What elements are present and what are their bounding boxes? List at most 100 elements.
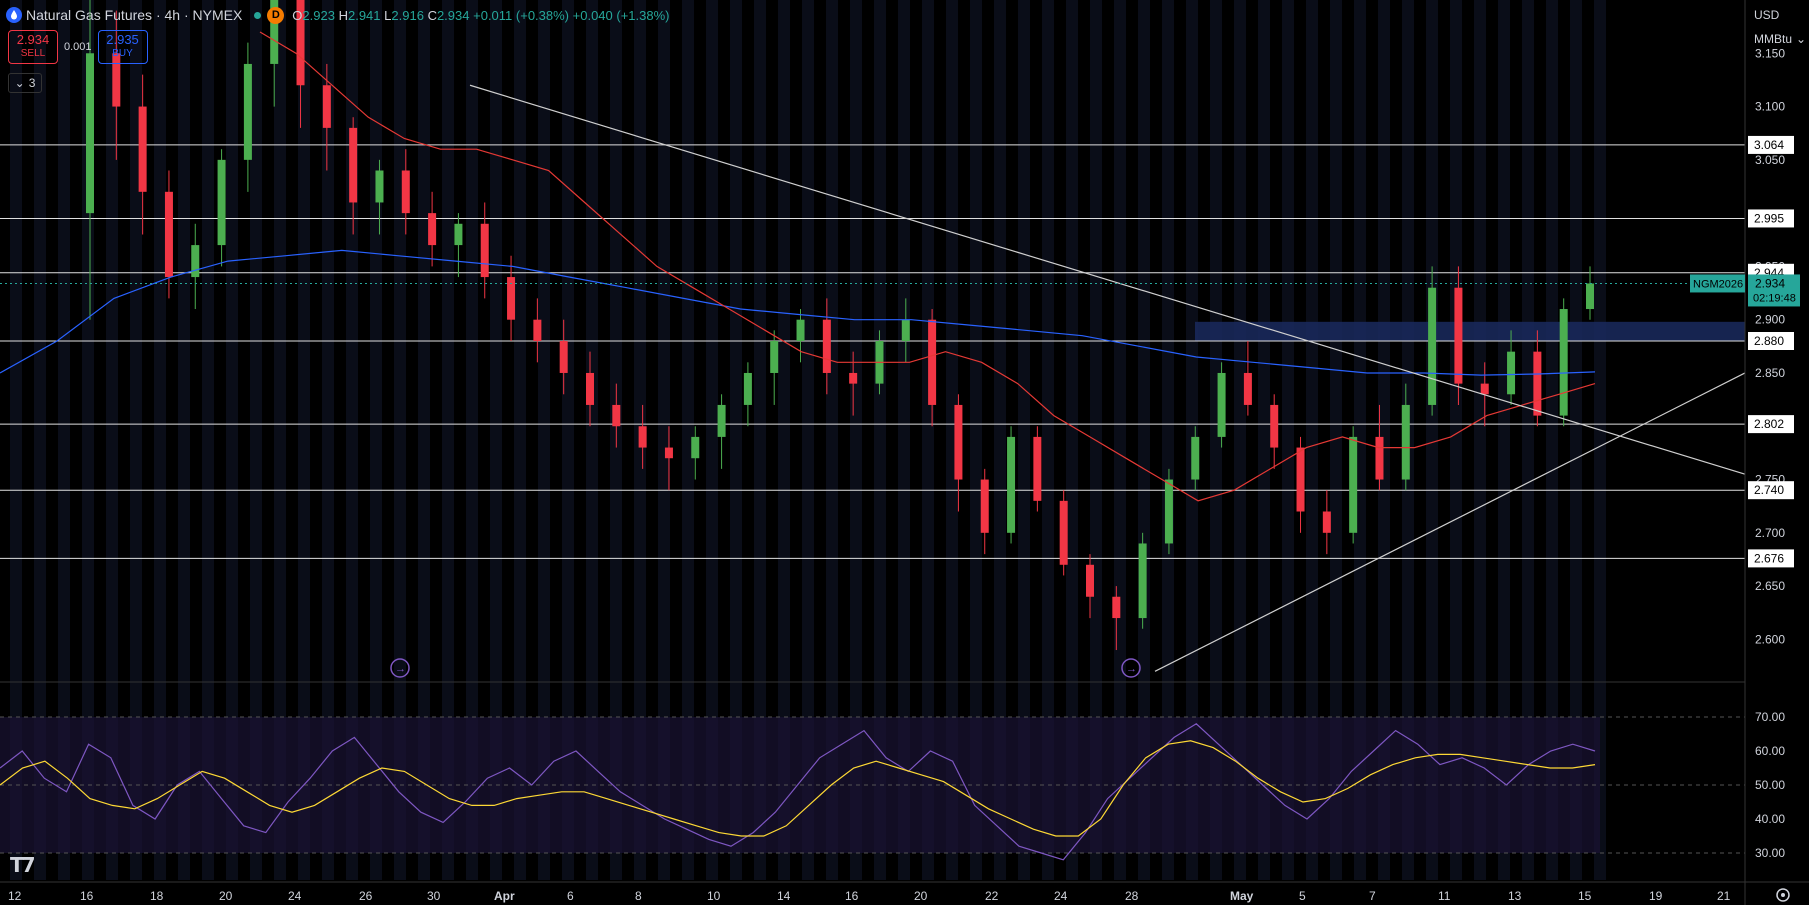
- session-stripe: [778, 0, 790, 880]
- candle-body: [1164, 479, 1173, 544]
- ascending-trendline: [1154, 372, 1746, 672]
- candle-body: [1480, 383, 1489, 395]
- session-stripe: [514, 0, 526, 880]
- descending-trendline: [469, 84, 1746, 475]
- slow-moving-average-line: [0, 249, 1596, 376]
- unit-button[interactable]: MMBtu ⌄: [1754, 32, 1807, 46]
- time-tick-label: 22: [985, 889, 999, 903]
- price-tick-label: 2.850: [1755, 366, 1785, 380]
- session-stripe: [586, 0, 598, 880]
- candle-body: [796, 319, 805, 341]
- level-price-label: 2.880: [1754, 334, 1784, 348]
- time-tick-label: 20: [914, 889, 928, 903]
- rsi-ma-line: [0, 740, 1596, 837]
- session-stripe: [202, 0, 214, 880]
- level-price-box: [1748, 481, 1794, 500]
- session-stripe: [1450, 0, 1462, 880]
- session-stripes: [10, 0, 1606, 880]
- session-stripe: [1258, 0, 1270, 880]
- session-stripe: [1282, 0, 1294, 880]
- chevron-down-icon: ⌄: [14, 76, 25, 90]
- candle-body: [454, 223, 463, 246]
- candle-body: [586, 372, 594, 405]
- currency-button[interactable]: USD: [1754, 8, 1780, 22]
- session-stripe: [898, 0, 910, 880]
- sell-button[interactable]: 2.934 SELL: [8, 30, 58, 64]
- session-stripe: [1354, 0, 1366, 880]
- gear-ring: [1776, 888, 1790, 902]
- level-price-label: 2.995: [1754, 211, 1784, 225]
- session-stripe: [1570, 0, 1582, 880]
- candle-body: [1375, 436, 1384, 480]
- session-stripe: [682, 0, 694, 880]
- session-stripe: [850, 0, 862, 880]
- interval-badge[interactable]: D: [267, 6, 285, 24]
- candle-body: [480, 223, 489, 278]
- candle-body: [928, 319, 937, 405]
- session-stripe: [58, 0, 70, 880]
- time-tick-label: 11: [1438, 889, 1451, 903]
- session-stripe: [1330, 0, 1342, 880]
- session-stripe: [802, 0, 814, 880]
- price-axis-bg: [1745, 0, 1809, 905]
- session-stripe: [1522, 0, 1534, 880]
- candle-body: [322, 85, 331, 128]
- time-tick-label: 10: [707, 889, 721, 903]
- candle-body: [401, 170, 410, 214]
- event-arrow-glyph: →: [1126, 663, 1137, 675]
- time-tick-label: 15: [1578, 889, 1592, 903]
- candle-body: [691, 436, 700, 459]
- level-price-box: [1748, 549, 1794, 568]
- time-tick-label: 18: [150, 889, 164, 903]
- candle-body: [1059, 500, 1068, 565]
- candle-body: [1270, 404, 1279, 448]
- session-stripe: [1210, 0, 1222, 880]
- session-stripe: [946, 0, 958, 880]
- event-arrow-icon: [390, 658, 410, 678]
- candle-body: [612, 404, 621, 427]
- session-stripe: [154, 0, 166, 880]
- gear-hub: [1781, 893, 1785, 897]
- candle-body: [1559, 309, 1568, 416]
- candle-body: [1191, 436, 1200, 480]
- countdown-label: 02:19:48: [1753, 292, 1796, 304]
- symbol-tag: [1690, 274, 1745, 293]
- session-stripe: [442, 0, 454, 880]
- time-tick-label: 5: [1299, 889, 1306, 903]
- candle-body: [349, 127, 358, 203]
- candle-body: [1533, 351, 1542, 416]
- level-price-label: 3.064: [1754, 138, 1784, 152]
- candle-body: [112, 53, 121, 107]
- indicators-toggle[interactable]: ⌄ 3: [8, 73, 42, 93]
- buy-button[interactable]: 2.935 BUY: [97, 30, 148, 64]
- time-tick-label: 24: [288, 889, 302, 903]
- candle-body: [901, 319, 910, 341]
- session-stripe: [1114, 0, 1126, 880]
- level-price-box: [1748, 415, 1794, 434]
- fast-moving-average-line: [259, 31, 1596, 502]
- symbol-tag-label: NGM2026: [1693, 278, 1743, 290]
- market-status-dot-icon: [254, 11, 262, 19]
- rsi-tick-label: 50.00: [1755, 778, 1785, 792]
- price-tick-label: 3.050: [1755, 153, 1785, 167]
- candles: [86, 0, 1594, 651]
- candle-body: [1112, 596, 1121, 619]
- candle-body: [86, 53, 94, 214]
- session-stripe: [730, 0, 742, 880]
- time-tick-label: 12: [8, 889, 22, 903]
- session-stripe: [1018, 0, 1030, 880]
- resistance-zone: [1195, 321, 1745, 341]
- time-tick-label: 28: [1125, 889, 1139, 903]
- rsi-tick-label: 40.00: [1755, 812, 1785, 826]
- level-price-box: [1748, 332, 1794, 350]
- natural-gas-flame-icon: [6, 7, 22, 23]
- time-tick-label: 7: [1369, 889, 1376, 903]
- symbol-title[interactable]: Natural Gas Futures · 4h · NYMEX: [26, 7, 243, 23]
- time-tick-label: Apr: [494, 889, 515, 903]
- time-tick-label: May: [1230, 889, 1254, 903]
- session-stripe: [322, 0, 334, 880]
- candle-body: [243, 63, 252, 160]
- tradingview-logo-icon[interactable]: T7: [10, 853, 36, 877]
- candle-body: [1296, 447, 1305, 512]
